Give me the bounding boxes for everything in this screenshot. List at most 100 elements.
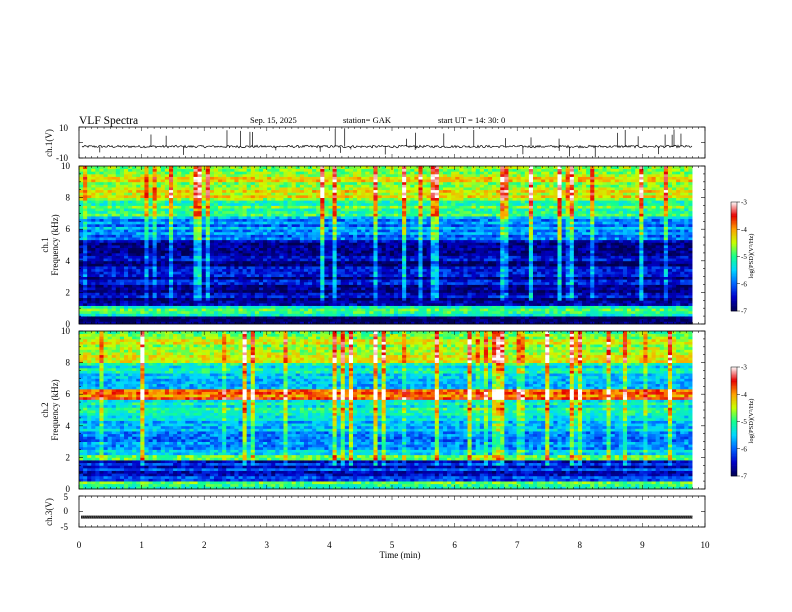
spectrogram-cell [316, 221, 320, 224]
spectrogram-cell [144, 224, 148, 227]
spectrogram-cell [390, 250, 394, 253]
spectrogram-cell [275, 306, 279, 309]
spectrogram-cell [149, 316, 153, 319]
spectrogram-cell [394, 190, 398, 193]
spectrogram-cell [210, 271, 214, 274]
spectrogram-cell [251, 263, 255, 266]
spectrogram-cell [153, 182, 157, 185]
spectrogram-cell [136, 240, 140, 243]
spectrogram-cell [124, 179, 128, 182]
spectrogram-cell [91, 279, 95, 282]
spectrogram-cell [153, 200, 157, 203]
spectrogram-cell [275, 213, 279, 216]
spectrogram-cell [263, 221, 267, 224]
spectrogram-cell [312, 232, 316, 235]
spectrogram-cell [83, 192, 87, 195]
spectrogram-cell [234, 206, 238, 209]
spectrogram-cell [181, 242, 185, 245]
spectrogram-cell [189, 224, 193, 227]
spectrogram-cell [357, 313, 361, 316]
spectrogram-cell [108, 250, 112, 253]
spectrogram-cell [361, 179, 365, 182]
spectrogram-cell [312, 303, 316, 306]
spectrogram-cell [300, 279, 304, 282]
spectrogram-cell [124, 229, 128, 232]
spectrogram-cell [357, 177, 361, 180]
spectrogram-cell [239, 256, 243, 259]
spectrogram-cell [104, 182, 108, 185]
spectrogram-cell [386, 200, 390, 203]
spectrogram-cell [194, 229, 198, 232]
spectrogram-cell [108, 177, 112, 180]
spectrogram-cell [283, 171, 287, 174]
spectrogram-cell [206, 198, 210, 201]
spectrogram-cell [218, 295, 222, 298]
spectrogram-cell [279, 213, 283, 216]
spectrogram-cell [108, 166, 112, 169]
spectrogram-cell [275, 171, 279, 174]
spectrogram-cell [378, 261, 382, 264]
spectrogram-cell [292, 224, 296, 227]
spectrogram-cell [267, 240, 271, 243]
spectrogram-cell [165, 219, 169, 222]
spectrogram-cell [345, 261, 349, 264]
spectrogram-cell [194, 234, 198, 237]
spectrogram-cell [353, 261, 357, 264]
spectrogram-cell [177, 277, 181, 280]
spectrogram-cell [149, 171, 153, 174]
spectrogram-cell [398, 250, 402, 253]
spectrogram-cell [316, 274, 320, 277]
spectrogram-cell [288, 319, 292, 322]
spectrogram-cell [239, 298, 243, 301]
spectrogram-cell [243, 282, 247, 285]
spectrogram-cell [292, 266, 296, 269]
spectrogram-cell [271, 274, 275, 277]
spectrogram-cell [169, 279, 173, 282]
spectrogram-cell [198, 253, 202, 256]
spectrogram-cell [373, 263, 377, 266]
spectrogram-cell [202, 184, 206, 187]
spectrogram-cell [169, 319, 173, 322]
spectrogram-cell [165, 258, 169, 261]
spectrogram-cell [149, 224, 153, 227]
spectrogram-cell [333, 224, 337, 227]
spectrogram-cell [382, 234, 386, 237]
spectrogram-cell [271, 258, 275, 261]
spectrogram-cell [116, 208, 120, 211]
spectrogram-cell [279, 234, 283, 237]
spectrogram-cell [398, 248, 402, 251]
spectrogram-cell [202, 208, 206, 211]
spectrogram-cell [283, 206, 287, 209]
spectrogram-cell [230, 258, 234, 261]
spectrogram-cell [128, 174, 132, 177]
spectrogram-cell [144, 266, 148, 269]
spectrogram-cell [243, 269, 247, 272]
spectrogram-cell [304, 195, 308, 198]
spectrogram-cell [234, 253, 238, 256]
spectrogram-cell [153, 285, 157, 288]
spectrogram-cell [91, 282, 95, 285]
spectrogram-cell [189, 179, 193, 182]
spectrogram-cell [91, 303, 95, 306]
spectrogram-cell [243, 298, 247, 301]
spectrogram-cell [218, 227, 222, 230]
spectrogram-cell [206, 211, 210, 214]
spectrogram-cell [222, 298, 226, 301]
spectrogram-cell [108, 285, 112, 288]
spectrogram-cell [373, 282, 377, 285]
spectrogram-cell [116, 248, 120, 251]
spectrogram-cell [202, 253, 206, 256]
spectrogram-cell [116, 221, 120, 224]
spectrogram-cell [140, 177, 144, 180]
spectrogram-cell [234, 237, 238, 240]
spectrogram-cell [157, 261, 161, 264]
spectrogram-cell [263, 184, 267, 187]
spectrogram-cell [345, 195, 349, 198]
spectrogram-cell [267, 285, 271, 288]
spectrogram-cell [324, 279, 328, 282]
spectrogram-cell [185, 253, 189, 256]
spectrogram-cell [144, 250, 148, 253]
spectrogram-cell [185, 219, 189, 222]
spectrogram-cell [79, 221, 83, 224]
spectrogram-cell [386, 224, 390, 227]
